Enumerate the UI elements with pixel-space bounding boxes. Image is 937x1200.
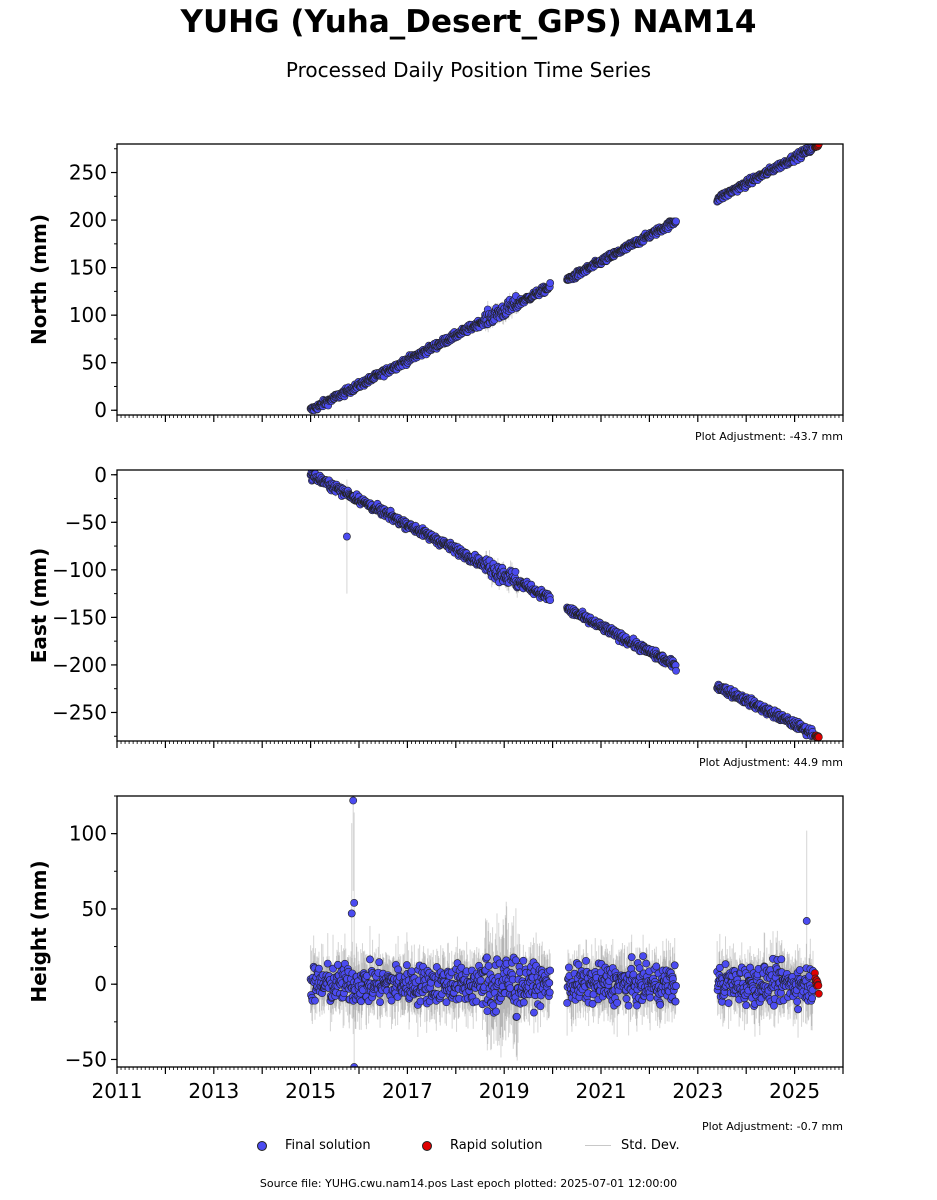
panel-2: 0 −50 −100 −150 −200 −250 East (mm) Plot Adjust…	[27, 463, 844, 769]
final-solution-point	[511, 567, 520, 576]
final-solution-point	[546, 596, 555, 605]
y-tick-label: −200	[52, 653, 107, 677]
y-tick-label: 50	[82, 351, 107, 375]
y-tick-label: 0	[94, 398, 107, 422]
y-tick-label: 250	[69, 161, 107, 185]
final-solution-point	[672, 217, 680, 226]
panel-1: 0 50 100 150 200 250 North (mm) Plot Adjustment…	[27, 143, 844, 443]
final-solution-point	[342, 532, 351, 541]
rapid-solution-point	[814, 733, 823, 741]
y-tick-label: 150	[69, 256, 107, 280]
final-solution-point	[672, 666, 680, 675]
y-tick-label: −100	[52, 558, 107, 582]
panel-data	[306, 470, 823, 741]
plot-adjustment-label: Plot Adjustment: 44.9 mm	[699, 756, 843, 769]
panel-data	[306, 144, 823, 415]
y-tick-label: 200	[69, 208, 107, 232]
y-tick-label: 0	[94, 463, 107, 487]
y-tick-label: 100	[69, 303, 107, 327]
panel-data	[306, 796, 823, 1067]
plot-adjustment-label: Plot Adjustment: -43.7 mm	[695, 430, 843, 443]
y-tick-label: −150	[52, 605, 107, 629]
y-tick-label: −50	[65, 510, 107, 534]
chart-subtitle: Processed Daily Position Time Series	[285, 58, 652, 82]
y-axis-label: North (mm)	[27, 214, 51, 345]
y-axis-label: East (mm)	[27, 548, 51, 664]
final-solution-point	[546, 279, 555, 287]
y-tick-label: −250	[52, 700, 107, 724]
chart-title: YUHG (Yuha_Desert_GPS) NAM14	[180, 4, 757, 40]
